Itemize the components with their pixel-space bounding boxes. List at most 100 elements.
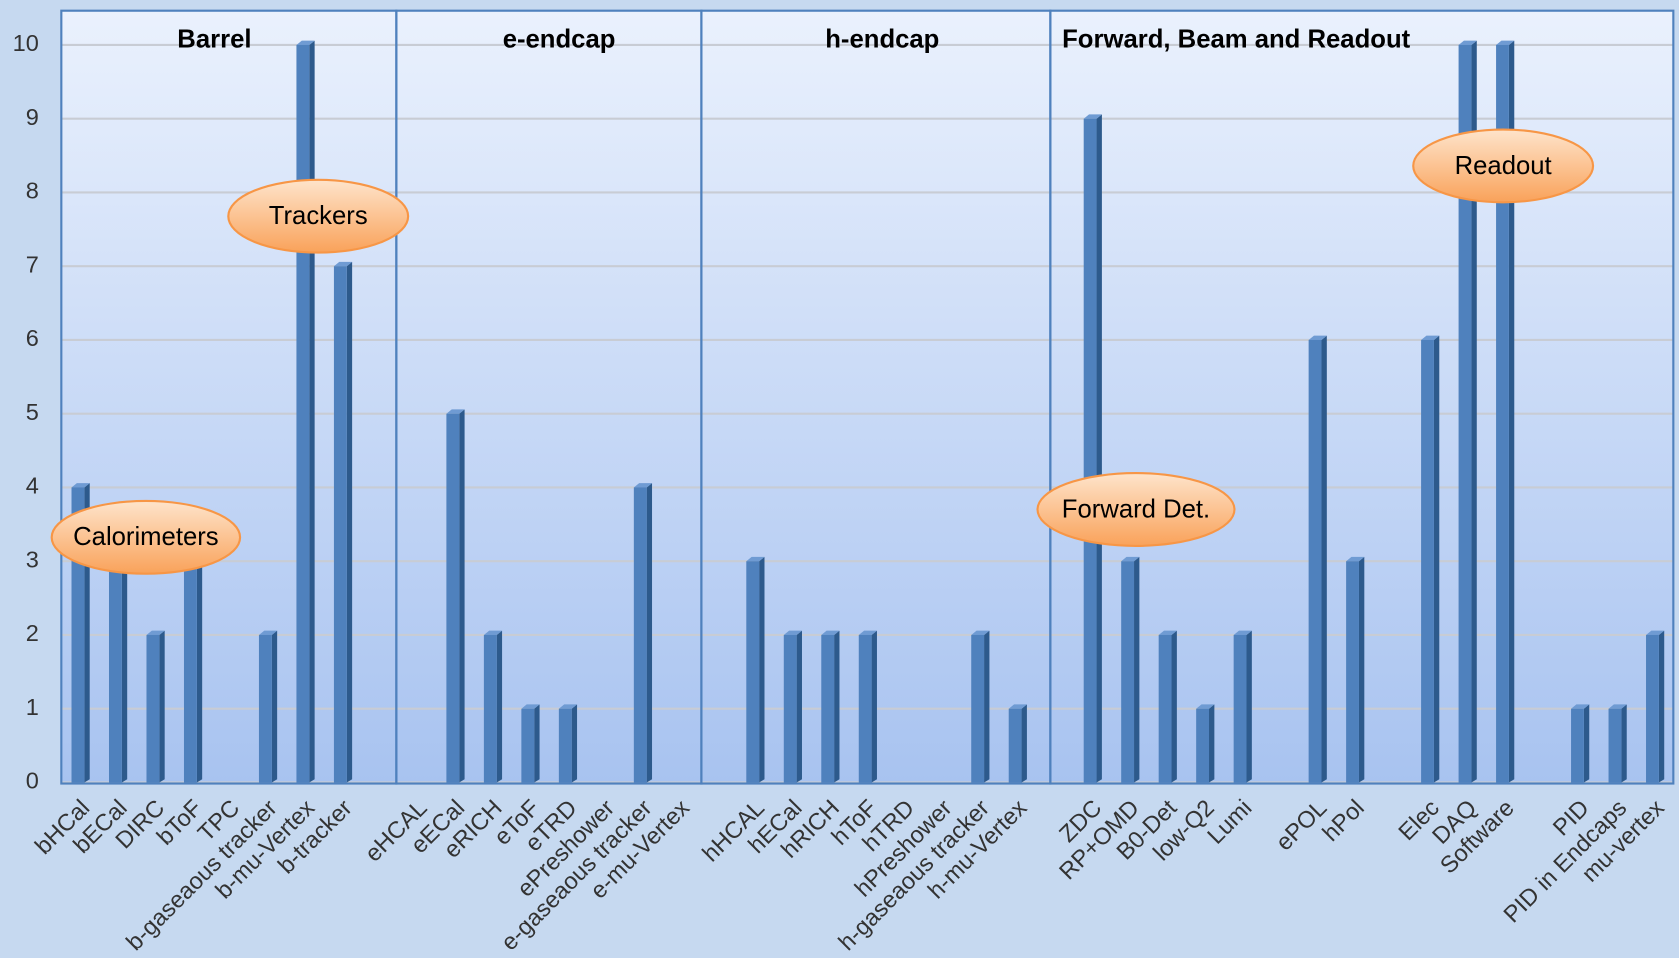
bar-top <box>1421 335 1440 340</box>
bar <box>1008 708 1022 783</box>
bar-top <box>633 483 653 488</box>
section-panel <box>1049 9 1675 785</box>
bar-top <box>1121 556 1140 562</box>
bar-top <box>1196 704 1215 709</box>
bar-top <box>1158 630 1177 635</box>
bar <box>1571 708 1584 783</box>
bar <box>483 634 497 783</box>
y-tick-label: 4 <box>26 473 39 499</box>
bar <box>1196 708 1210 783</box>
bar-side <box>571 704 578 783</box>
bar-side <box>1471 40 1477 783</box>
annotation-bubble <box>227 178 410 254</box>
bar <box>333 266 347 783</box>
bar-side <box>159 630 165 783</box>
bar-side <box>1358 556 1365 783</box>
bar-side <box>1134 556 1140 783</box>
bar <box>633 487 647 783</box>
bar-side <box>121 556 128 783</box>
bar-side <box>271 630 278 783</box>
bar-side <box>759 556 765 783</box>
bar-top <box>483 630 503 635</box>
bar <box>1646 634 1659 783</box>
annotation-bubble <box>1412 128 1595 204</box>
bar-top <box>746 556 765 562</box>
bar <box>1346 561 1359 783</box>
bar-side <box>196 556 203 783</box>
annotation-text: Forward Det. <box>1062 495 1210 523</box>
bar <box>521 708 535 783</box>
bar-side <box>346 261 353 783</box>
bar-top <box>333 261 353 267</box>
bar-top <box>1308 335 1327 340</box>
bar <box>858 634 872 783</box>
y-tick-label: 9 <box>26 104 39 130</box>
bar-side <box>1508 40 1515 783</box>
bar <box>1158 634 1172 783</box>
section-title: e-endcap <box>503 25 616 53</box>
bar-side <box>534 704 540 783</box>
section-title: Forward, Beam and Readout <box>1062 25 1411 53</box>
bar-side <box>796 630 802 783</box>
bar-top <box>1646 630 1665 635</box>
y-tick-label: 8 <box>26 178 39 204</box>
annotation-bubble <box>50 499 242 575</box>
annotation-bubble <box>1036 472 1236 547</box>
bar-side <box>1171 630 1177 783</box>
bar-side <box>646 483 653 783</box>
bar-top <box>858 630 877 635</box>
bar <box>1421 339 1434 783</box>
bar-top <box>1608 704 1627 709</box>
bar-top <box>258 630 278 635</box>
bar-top <box>296 40 315 45</box>
bar <box>746 561 760 783</box>
bar <box>1608 708 1622 783</box>
bar-side <box>1658 630 1665 783</box>
bar-side <box>459 409 465 783</box>
bar-top <box>971 630 990 635</box>
bar <box>446 413 460 783</box>
bar-top <box>783 630 802 635</box>
y-tick-label: 0 <box>26 768 39 794</box>
bar <box>1496 44 1509 783</box>
annotation-text: Readout <box>1455 152 1552 180</box>
bar-top <box>71 483 90 488</box>
bar-side <box>1096 114 1102 783</box>
bar <box>821 634 835 783</box>
bar <box>558 708 572 783</box>
bar <box>1083 118 1097 783</box>
section-title: Barrel <box>177 25 251 53</box>
bar-top <box>1008 704 1027 709</box>
bar <box>1121 561 1135 783</box>
bar <box>108 561 122 783</box>
annotation-text: Trackers <box>269 202 368 230</box>
bar-side <box>834 630 840 783</box>
bar-side <box>871 630 877 783</box>
bar <box>1233 634 1247 783</box>
y-tick-label: 3 <box>26 546 39 572</box>
bar-side <box>1021 704 1027 783</box>
y-tick-label: 7 <box>26 251 39 277</box>
section-title: h-endcap <box>825 25 939 53</box>
bar-top <box>558 704 578 709</box>
bar-top <box>821 630 840 635</box>
bar-top <box>1496 40 1515 45</box>
bar-side <box>1321 335 1327 783</box>
y-tick-label: 1 <box>26 694 39 720</box>
bar-top <box>146 630 165 635</box>
y-tick-label: 10 <box>13 30 39 56</box>
bar-top <box>1083 114 1102 119</box>
bar-side <box>496 630 503 783</box>
bar-side <box>309 40 315 783</box>
bar-top <box>1571 704 1590 709</box>
bar <box>296 44 310 783</box>
bar-side <box>984 630 990 783</box>
y-tick-label: 2 <box>26 620 39 646</box>
bar-top <box>446 409 465 414</box>
bar <box>146 634 160 783</box>
bar-top <box>1346 556 1365 562</box>
bar-top <box>521 704 540 709</box>
bar-top <box>1458 40 1477 45</box>
bar-side <box>1583 704 1590 783</box>
y-tick-label: 6 <box>26 325 39 351</box>
